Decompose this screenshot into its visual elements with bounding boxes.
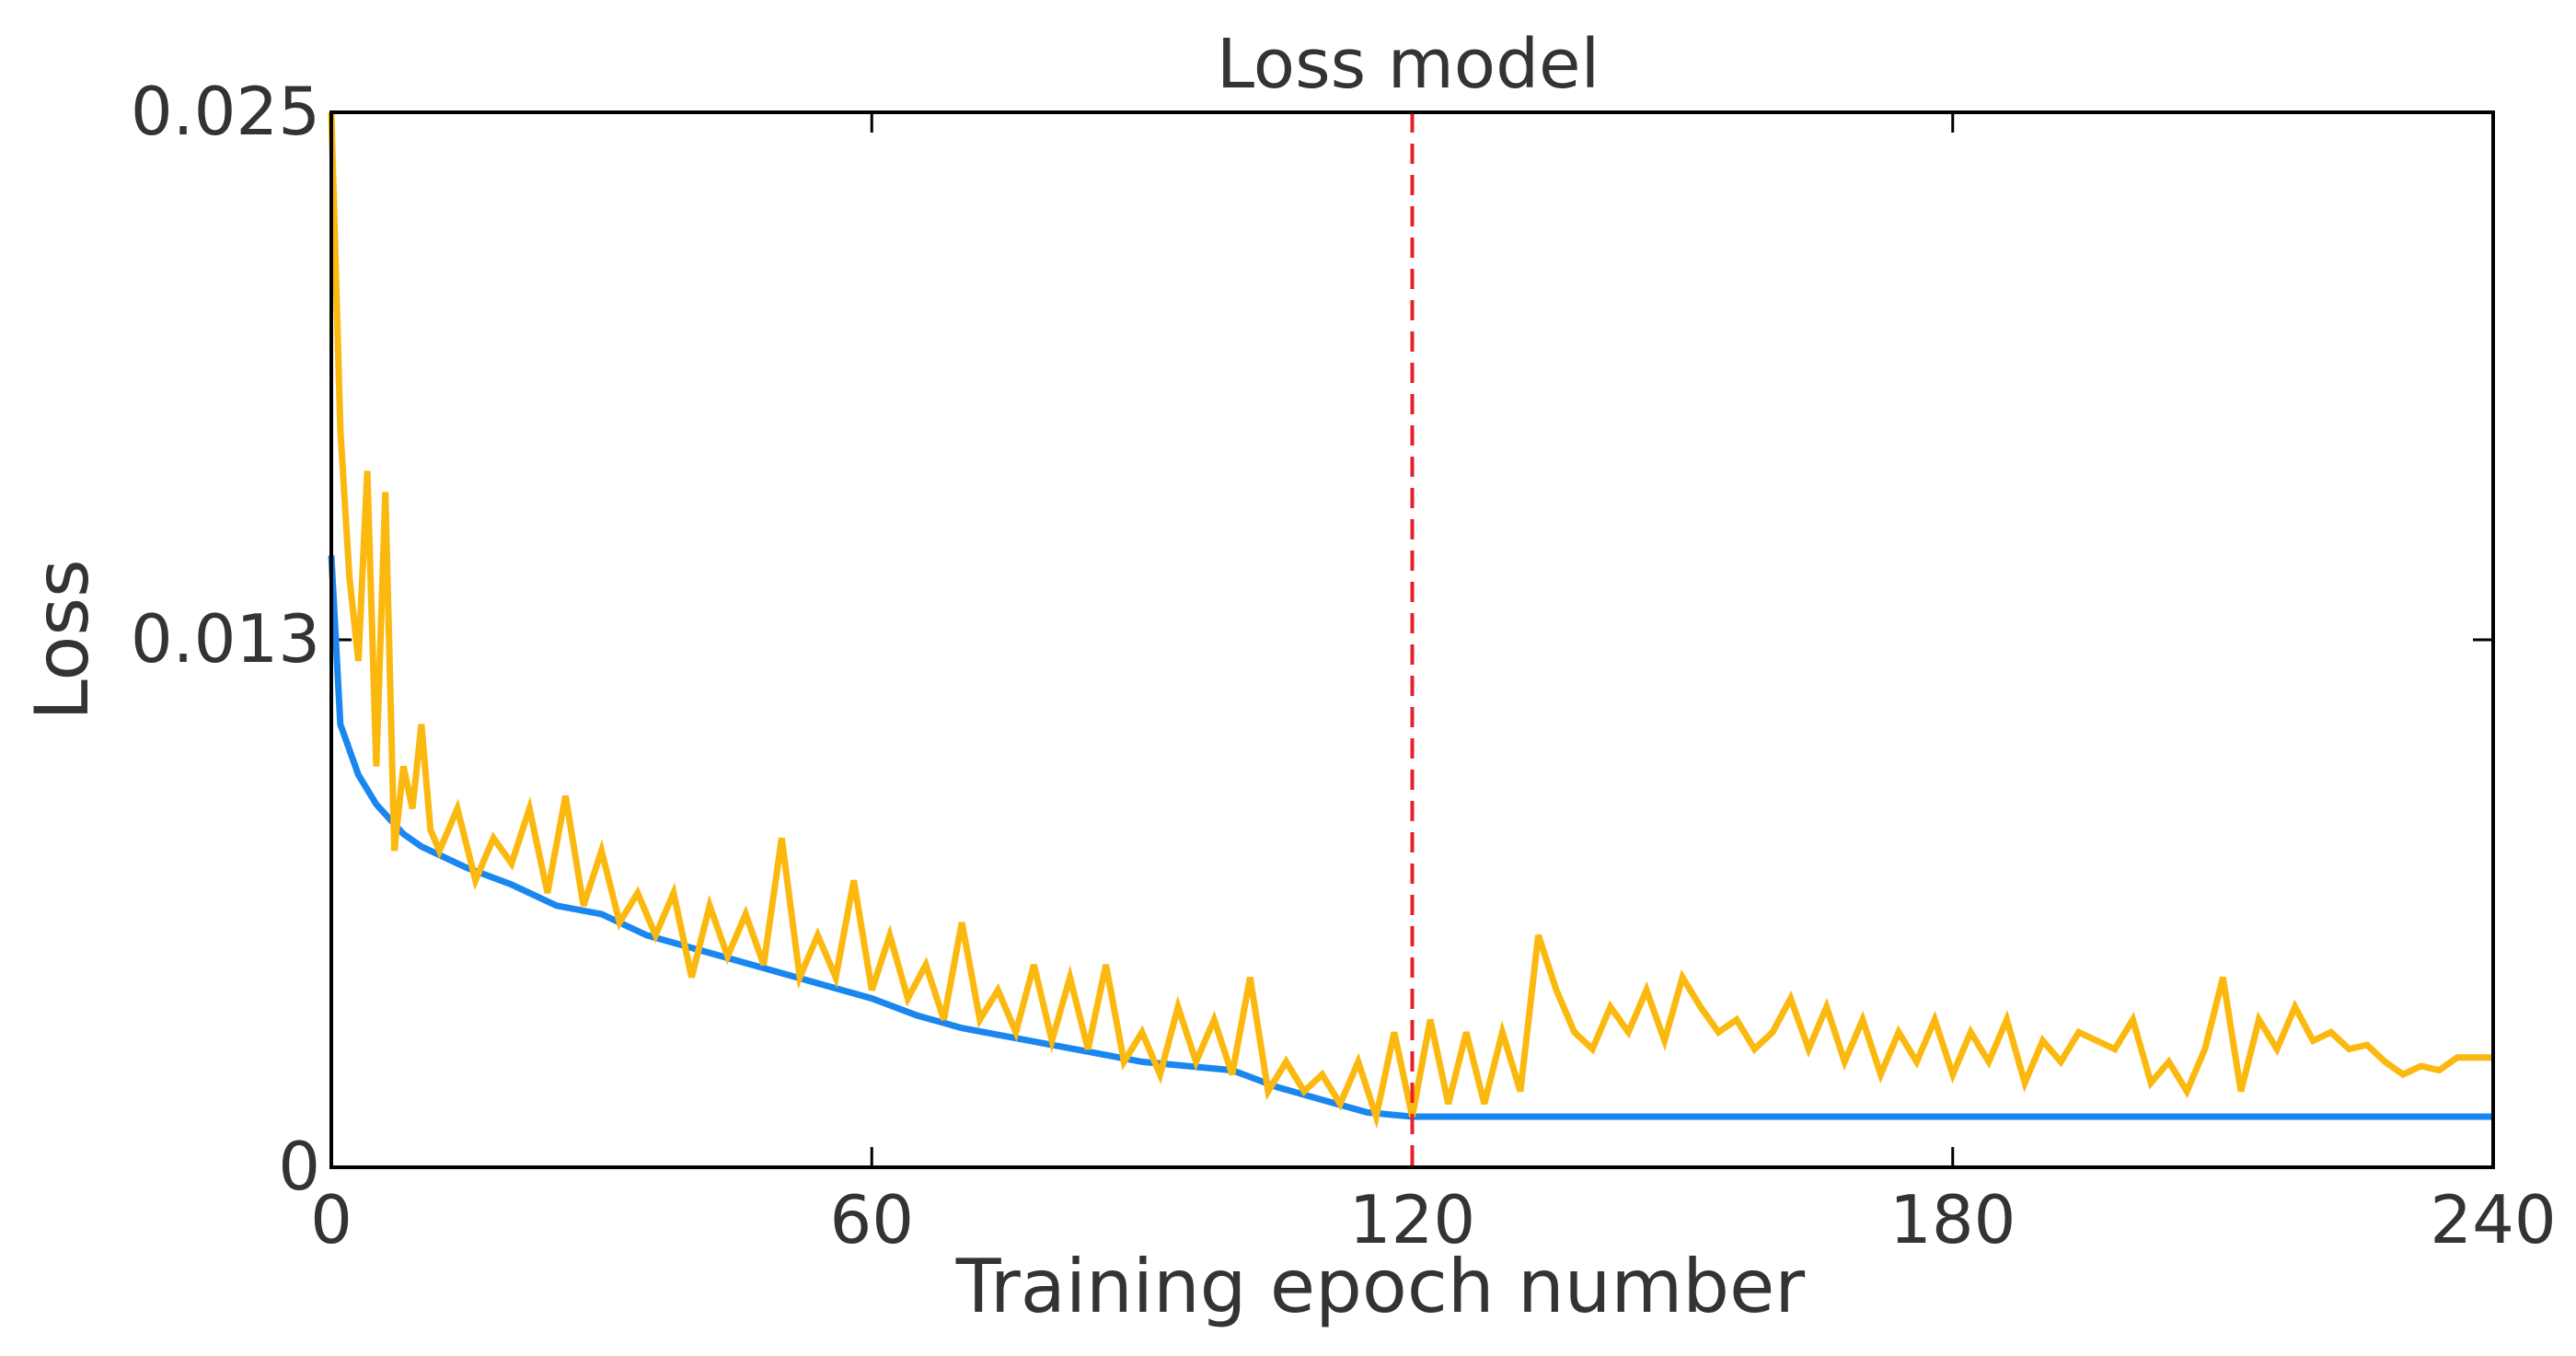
y-tick-label: 0 (278, 1128, 320, 1205)
x-tick-label: 120 (1349, 1181, 1475, 1258)
y-tick-label: 0.013 (131, 600, 320, 678)
x-tick-label: 0 (310, 1181, 352, 1258)
data-line (328, 555, 2493, 1120)
x-tick-label: 180 (1889, 1181, 2016, 1258)
x-axis-label: Training epoch number (955, 1244, 1805, 1329)
x-tick-label: 60 (829, 1181, 914, 1258)
plot-frame (329, 110, 2495, 1169)
y-tick-label: 0.025 (131, 73, 320, 150)
chart-title: Loss model (1217, 25, 1600, 104)
x-tick-label: 240 (2430, 1181, 2556, 1258)
data-line (328, 111, 2493, 1130)
y-axis-label: Loss (19, 559, 105, 720)
